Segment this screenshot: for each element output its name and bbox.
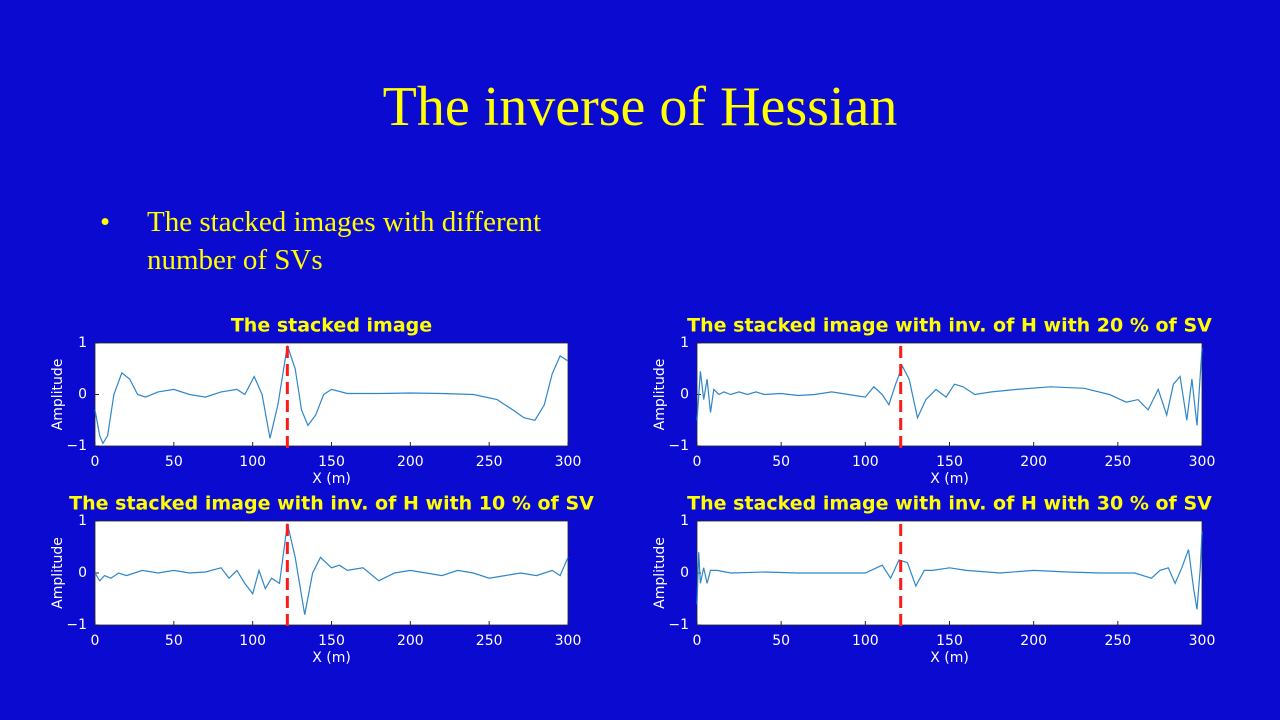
chart-title: The stacked image with inv. of H with 10…	[69, 493, 594, 515]
y-axis-label: Amplitude	[50, 359, 66, 431]
slide-title: The inverse of Hessian	[382, 76, 898, 138]
chart-title: The stacked image	[231, 315, 432, 337]
x-tick-label: 150	[936, 633, 963, 649]
y-tick-label: −1	[668, 438, 689, 454]
x-tick-label: 150	[318, 633, 345, 649]
x-tick-label: 200	[1020, 633, 1047, 649]
y-tick-label: 0	[78, 565, 87, 581]
x-axis-label: X (m)	[930, 650, 969, 666]
plot-area	[94, 342, 569, 447]
data-line	[696, 348, 1203, 426]
x-tick-label: 150	[936, 454, 963, 470]
x-axis-label: X (m)	[312, 650, 351, 666]
x-tick-label: 250	[476, 454, 503, 470]
x-tick-label: 100	[239, 633, 266, 649]
bullet: The stacked images with different number…	[100, 203, 592, 279]
x-tick-label: 0	[693, 454, 702, 470]
y-tick-label: 0	[78, 387, 87, 403]
x-tick-label: 50	[772, 454, 790, 470]
x-tick-label: 100	[239, 454, 266, 470]
y-tick-label: 0	[680, 565, 689, 581]
x-tick-label: 100	[852, 454, 879, 470]
x-axis-label: X (m)	[312, 471, 351, 487]
y-tick-label: 1	[78, 513, 87, 529]
y-tick-label: 0	[680, 387, 689, 403]
x-tick-label: 250	[1104, 633, 1131, 649]
data-line	[94, 345, 569, 445]
x-tick-label: 250	[476, 633, 503, 649]
y-tick-label: −1	[66, 617, 87, 633]
x-tick-label: 200	[397, 633, 424, 649]
x-tick-label: 0	[91, 454, 100, 470]
x-axis-label: X (m)	[930, 471, 969, 487]
x-tick-label: 300	[1189, 454, 1216, 470]
x-tick-label: 250	[1104, 454, 1131, 470]
y-tick-label: 1	[680, 335, 689, 351]
y-axis-label: Amplitude	[652, 359, 668, 431]
x-tick-label: 100	[852, 633, 879, 649]
x-tick-label: 0	[693, 633, 702, 649]
data-line	[696, 531, 1203, 610]
x-tick-label: 50	[772, 633, 790, 649]
x-tick-label: 0	[91, 633, 100, 649]
chart-title: The stacked image with inv. of H with 20…	[687, 315, 1212, 337]
y-axis-label: Amplitude	[50, 537, 66, 609]
y-axis-label: Amplitude	[652, 537, 668, 609]
plot-area	[94, 520, 569, 626]
data-line	[94, 523, 569, 615]
y-tick-label: −1	[66, 438, 87, 454]
x-tick-label: 50	[165, 454, 183, 470]
chart-title: The stacked image with inv. of H with 30…	[687, 493, 1212, 515]
y-tick-label: 1	[78, 335, 87, 351]
x-tick-label: 150	[318, 454, 345, 470]
x-tick-label: 200	[397, 454, 424, 470]
x-tick-label: 50	[165, 633, 183, 649]
x-tick-label: 300	[555, 633, 582, 649]
x-tick-label: 200	[1020, 454, 1047, 470]
x-tick-label: 300	[555, 454, 582, 470]
x-tick-label: 300	[1189, 633, 1216, 649]
y-tick-label: 1	[680, 513, 689, 529]
y-tick-label: −1	[668, 617, 689, 633]
